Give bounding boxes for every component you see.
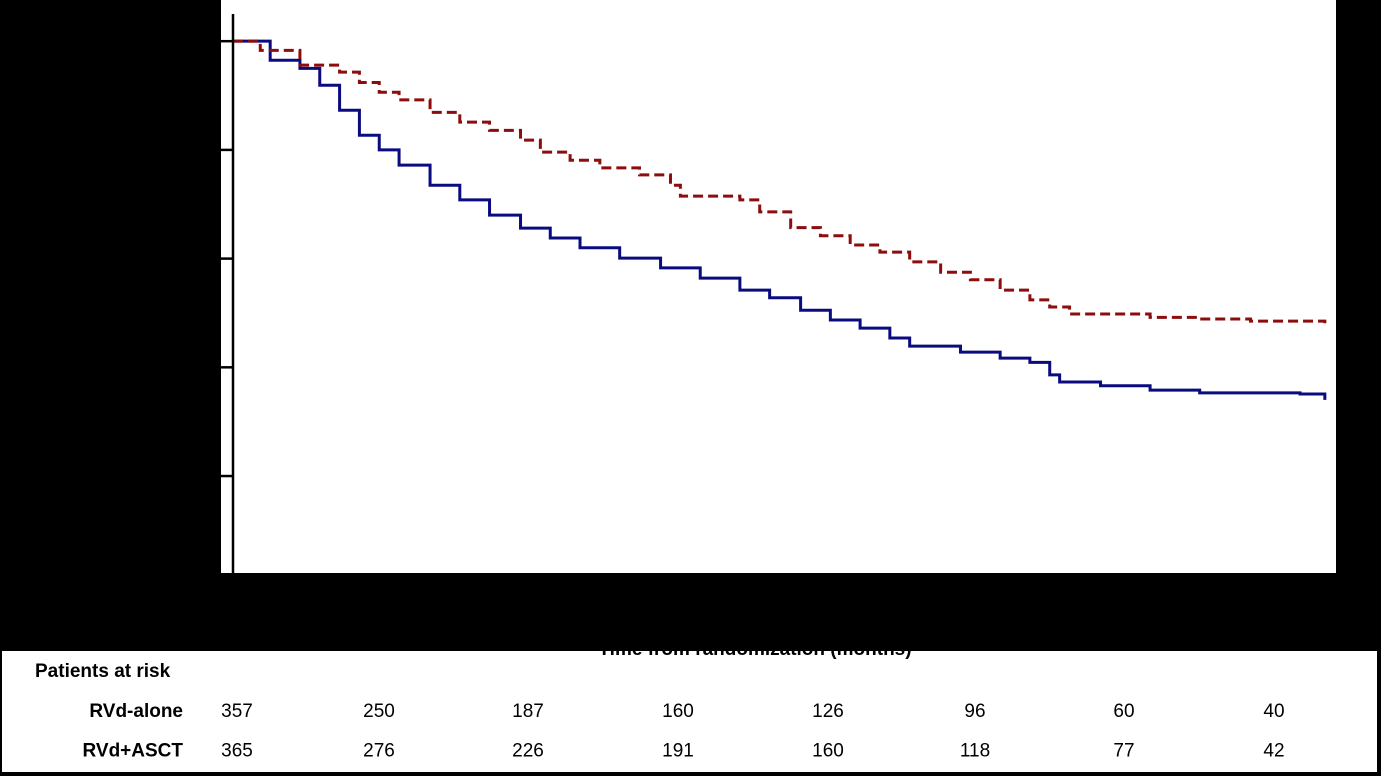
at-risk-count: 187 <box>512 701 544 722</box>
at-risk-count: 118 <box>960 741 990 762</box>
at-risk-count: 40 <box>1263 701 1284 722</box>
risk-table: RVd-alone 357 250 187 160 126 96 60 40 RVd+ASCT 36… <box>83 701 1285 762</box>
at-risk-count: 365 <box>221 741 253 762</box>
x-tick-label: 0 <box>228 594 238 614</box>
at-risk-count: 126 <box>812 701 844 722</box>
y-tick-label: 0.6 <box>187 247 212 267</box>
x-tick-label: 84 <box>1264 594 1284 614</box>
y-tick-label: 0.4 <box>187 356 212 376</box>
at-risk-count: 276 <box>363 741 395 762</box>
x-tick-label: 36 <box>669 594 689 614</box>
at-risk-count: 250 <box>363 701 395 722</box>
y-tick-label: 0.2 <box>187 465 212 485</box>
at-risk-count: 357 <box>221 701 253 722</box>
x-tick-label: 72 <box>1115 594 1135 614</box>
plot-area <box>221 0 1336 573</box>
x-tick-label: 48 <box>818 594 838 614</box>
at-risk-count: 96 <box>964 701 985 722</box>
risk-table-box <box>0 649 1379 774</box>
y-tick-label: 0.8 <box>187 139 212 159</box>
at-risk-count: 77 <box>1113 741 1134 762</box>
at-risk-count: 226 <box>512 741 544 762</box>
risk-table-title: Patients at risk <box>35 661 171 682</box>
plot: 0.2 0.4 0.6 0.8 1 0 12 24 36 48 60 72 84 <box>187 30 1327 614</box>
row-label: RVd+ASCT <box>83 741 184 762</box>
x-tick-label: 12 <box>372 594 392 614</box>
x-axis-label: Time from randomization (months) <box>598 639 911 660</box>
survival-curve <box>233 39 1327 400</box>
at-risk-count: 42 <box>1263 741 1284 762</box>
survival-curve <box>233 39 1327 324</box>
at-risk-count: 160 <box>812 741 844 762</box>
row-label: RVd-alone <box>89 701 183 722</box>
x-tick-label: 60 <box>967 594 987 614</box>
at-risk-count: 60 <box>1113 701 1134 722</box>
at-risk-count: 191 <box>662 741 694 762</box>
y-tick-label: 1 <box>202 30 212 50</box>
x-tick-label: 24 <box>520 594 540 614</box>
at-risk-count: 160 <box>662 701 694 722</box>
